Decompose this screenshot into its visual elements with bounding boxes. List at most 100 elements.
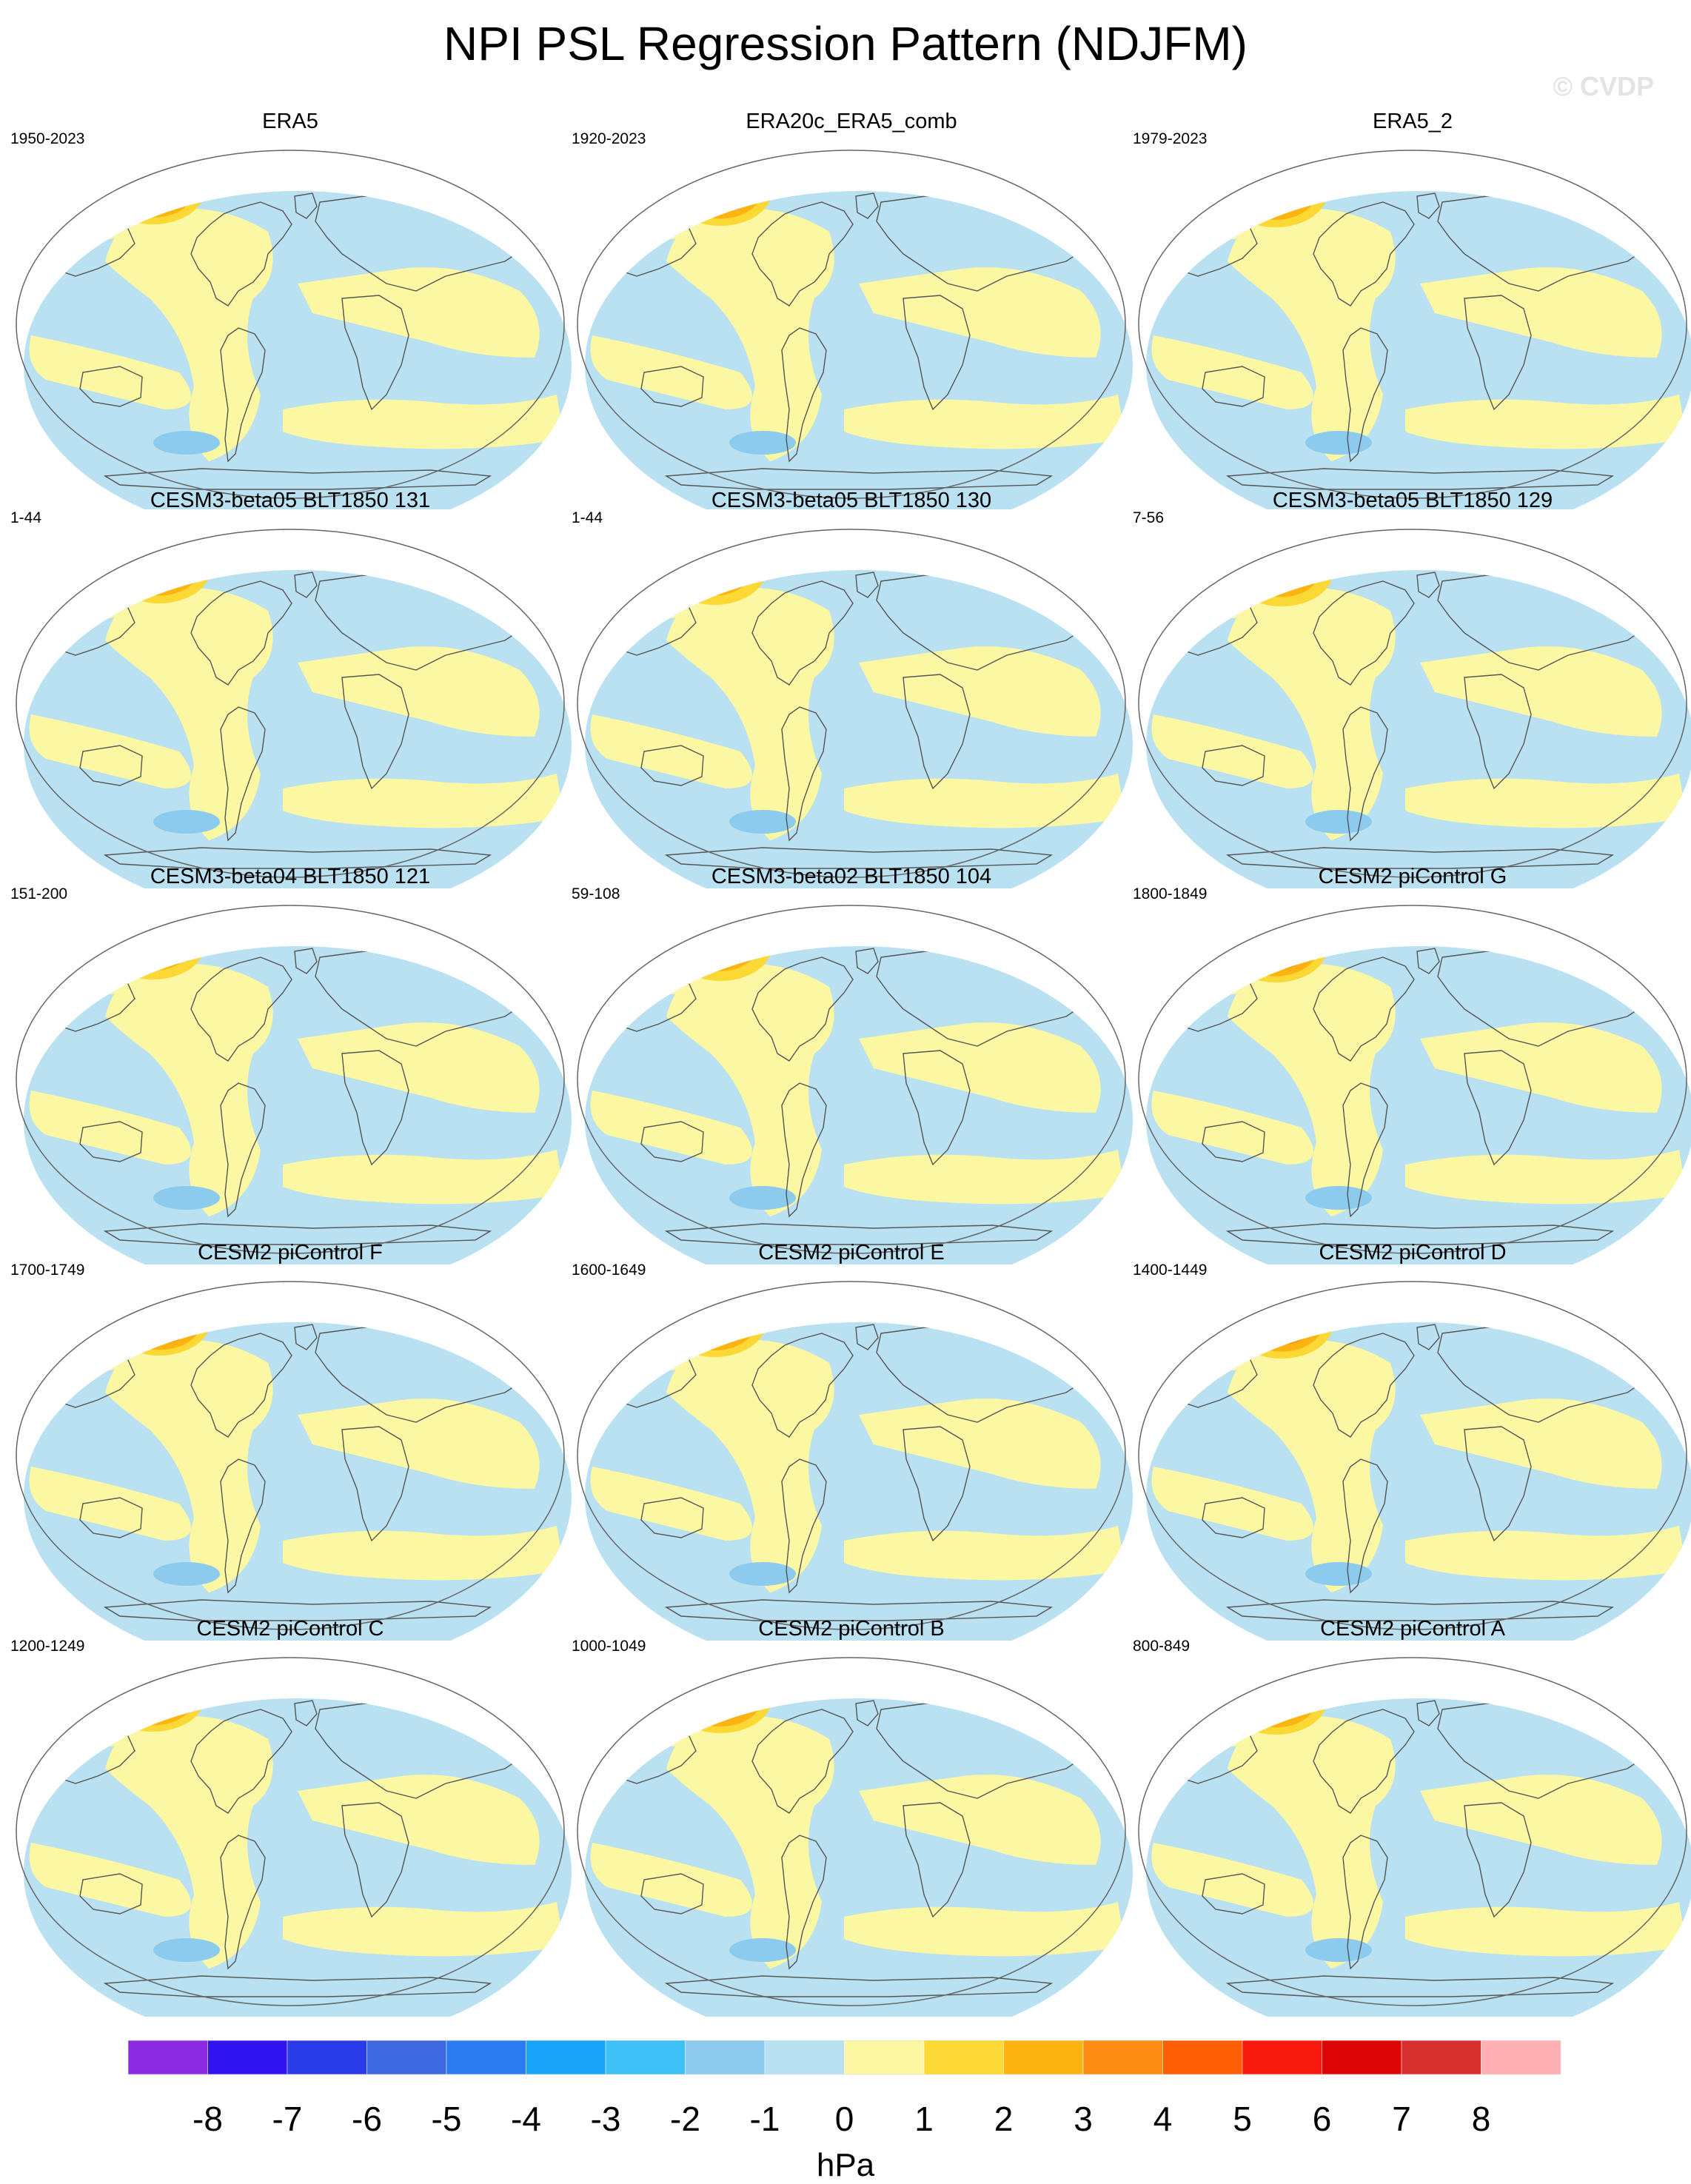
coastline [1464,674,1532,790]
coastline [1225,1223,1615,1245]
coastline [855,572,879,598]
panel-period: 800-849 [1133,1638,1191,1655]
map-border [16,905,565,1254]
positive-region [1405,1150,1687,1205]
panel-title: CESM3-beta05 BLT1850 130 [711,489,992,512]
map-panel: CESM2 piControl C 1200-1249 [9,1617,572,2017]
coastline [751,1709,854,1814]
coastline [190,1709,292,1814]
colorbar-box [605,2040,686,2075]
coastline [1416,1700,1440,1726]
coastline [1342,1835,1388,1970]
colorbar-box [685,2040,766,2075]
map-svg [1138,150,1691,509]
coastline [1416,192,1440,219]
anomaly-contour-3 [1256,570,1307,588]
anomaly-contour-2 [678,1698,763,1727]
negative-blob [729,1938,796,1962]
positive-region [105,1715,273,1969]
map-border [1138,905,1687,1254]
coastline [1313,580,1415,686]
coastline [103,1599,492,1621]
negative-blob [1420,152,1553,178]
panel-title: CESM2 piControl G [1318,865,1507,888]
colorbar: -8 -7 -6 -5 -4 -3 -2 -1 0 1 2 3 4 5 6 7 8 [128,2040,1561,2138]
map-svg [577,905,1133,1264]
anomaly-contour-3 [1242,946,1310,971]
coastline [220,706,266,842]
coastline [190,580,292,686]
coastline [79,1873,143,1915]
negative-blob [298,152,431,178]
anomaly-contour-2 [1234,1698,1317,1728]
colorbar-box [287,2040,367,2075]
panel-title: CESM2 piControl A [1320,1617,1505,1641]
panel-title: CESM3-beta04 BLT1850 121 [150,865,431,888]
coastline [294,1324,318,1350]
positive-region [298,646,540,737]
colorbar-box [1401,2040,1481,2075]
positive-region [1228,587,1396,840]
positive-region [666,1339,834,1592]
positive-region [29,1091,191,1165]
coastline [220,327,266,463]
positive-region [283,1526,564,1581]
negative-blob [298,907,431,934]
negative-blob [153,1938,220,1962]
map-svg [16,150,572,509]
colorbar-box [1003,2040,1084,2075]
positive-region [105,208,273,461]
coastline [1313,957,1415,1062]
figure-title: NPI PSL Regression Pattern (NDJFM) [443,17,1248,70]
coastline [640,745,704,786]
coastline [664,847,1054,869]
panel-period: 1400-1449 [1133,1262,1208,1279]
coastline [220,1458,266,1594]
negative-blob [1420,907,1553,934]
negative-blob [153,1562,220,1586]
map-border [16,1281,565,1630]
anomaly-contour-2 [115,1322,203,1350]
colorbar-box [1481,2040,1561,2075]
negative-blob [1305,1938,1372,1962]
negative-blob [153,1186,220,1210]
negative-blob [859,1283,992,1310]
anomaly-contour-3 [1245,191,1306,212]
negative-blob [1420,531,1553,557]
negative-blob [1420,1659,1553,1686]
panel-period: 1800-1849 [1133,885,1208,902]
map-panel: CESM2 piControl F 1700-1749 [9,1241,572,1641]
map-panel: ERA5 1950-2023 [9,110,572,509]
map-panel: CESM3-beta05 BLT1850 131 1-44 [9,489,572,888]
positive-region [29,335,191,409]
colorbar-tick-label: 5 [1233,2100,1252,2138]
map-border [1138,1281,1687,1630]
panel-period: 1-44 [10,509,42,526]
panel-period: 1000-1049 [572,1638,646,1655]
map-svg [577,529,1133,888]
map-border [577,529,1126,878]
positive-region [666,587,834,840]
anomaly-contour-4 [140,946,167,953]
coastline [190,957,292,1062]
coastline [640,1497,704,1538]
coastline [751,957,854,1062]
anomaly-contour-6 [149,1322,170,1327]
colorbar-tick-label: -5 [432,2100,462,2138]
coastline [1416,948,1440,974]
anomaly-contour-3 [689,191,751,212]
map-panel: CESM2 piControl E 1600-1649 [570,1241,1133,1641]
anomaly-contour-2 [1243,570,1320,597]
anomaly-contour-2 [118,570,200,596]
anomaly-contour-1 [107,1322,211,1356]
negative-blob [859,152,992,178]
coastline [781,1082,827,1218]
anomaly-contour-2 [110,1698,196,1726]
coastline [903,1426,971,1542]
positive-region [1228,1715,1396,1969]
positive-region [1151,1467,1313,1541]
colorbar-tick-label: -1 [750,2100,780,2138]
panel-period: 1950-2023 [10,130,85,147]
positive-region [105,587,273,840]
positive-region [859,1775,1101,1865]
